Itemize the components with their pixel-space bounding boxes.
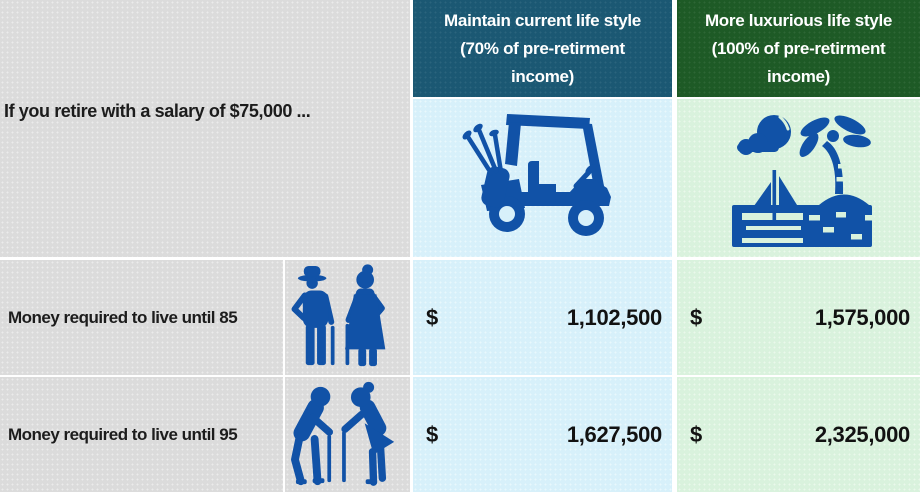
header-line: More luxurious life style [704, 11, 893, 30]
header-line: Maintain current life style [444, 11, 641, 30]
value-85-maintain: 1,102,500 [566, 304, 662, 330]
value-cell-95-luxurious: $ 2,325,000 [677, 377, 920, 492]
value-cell-95-maintain: $ 1,627,500 [413, 377, 672, 492]
row-icon-cell-until-85 [285, 260, 410, 375]
maintain-illustration-cell [413, 99, 672, 257]
elderly-couple-hunched-icon [291, 381, 395, 486]
header-line: income) [766, 67, 831, 86]
column-header-maintain: Maintain current life style (70% of pre-… [413, 0, 672, 97]
row-label-until-85: Money required to live until 85 [0, 260, 283, 375]
currency-symbol: $ [690, 421, 702, 447]
value-95-luxurious: 2,325,000 [814, 421, 910, 447]
header-line: income) [510, 67, 575, 86]
golf-cart-icon [462, 114, 611, 236]
intro-cell: If you retire with a salary of $75,000 .… [0, 0, 410, 257]
intro-text: If you retire with a salary of $75,000 .… [4, 101, 311, 121]
row-icon-cell-until-95 [285, 377, 410, 492]
row-label-text: Money required to live until 85 [8, 307, 238, 327]
value-cell-85-maintain: $ 1,102,500 [413, 260, 672, 375]
row-label-until-95: Money required to live until 95 [0, 377, 283, 492]
column-header-luxurious: More luxurious life style (100% of pre-r… [677, 0, 920, 97]
header-line: (100% of pre-retirment [711, 39, 886, 58]
value-85-luxurious: 1,575,000 [814, 304, 910, 330]
currency-symbol: $ [426, 421, 438, 447]
beach-vacation-icon [731, 115, 872, 247]
header-line: (70% of pre-retirment [460, 39, 625, 58]
currency-symbol: $ [426, 304, 438, 330]
value-95-maintain: 1,627,500 [566, 421, 662, 447]
currency-symbol: $ [690, 304, 702, 330]
luxurious-illustration-cell [677, 99, 920, 257]
elderly-couple-standing-icon [291, 263, 386, 366]
row-label-text: Money required to live until 95 [8, 424, 238, 444]
value-cell-85-luxurious: $ 1,575,000 [677, 260, 920, 375]
